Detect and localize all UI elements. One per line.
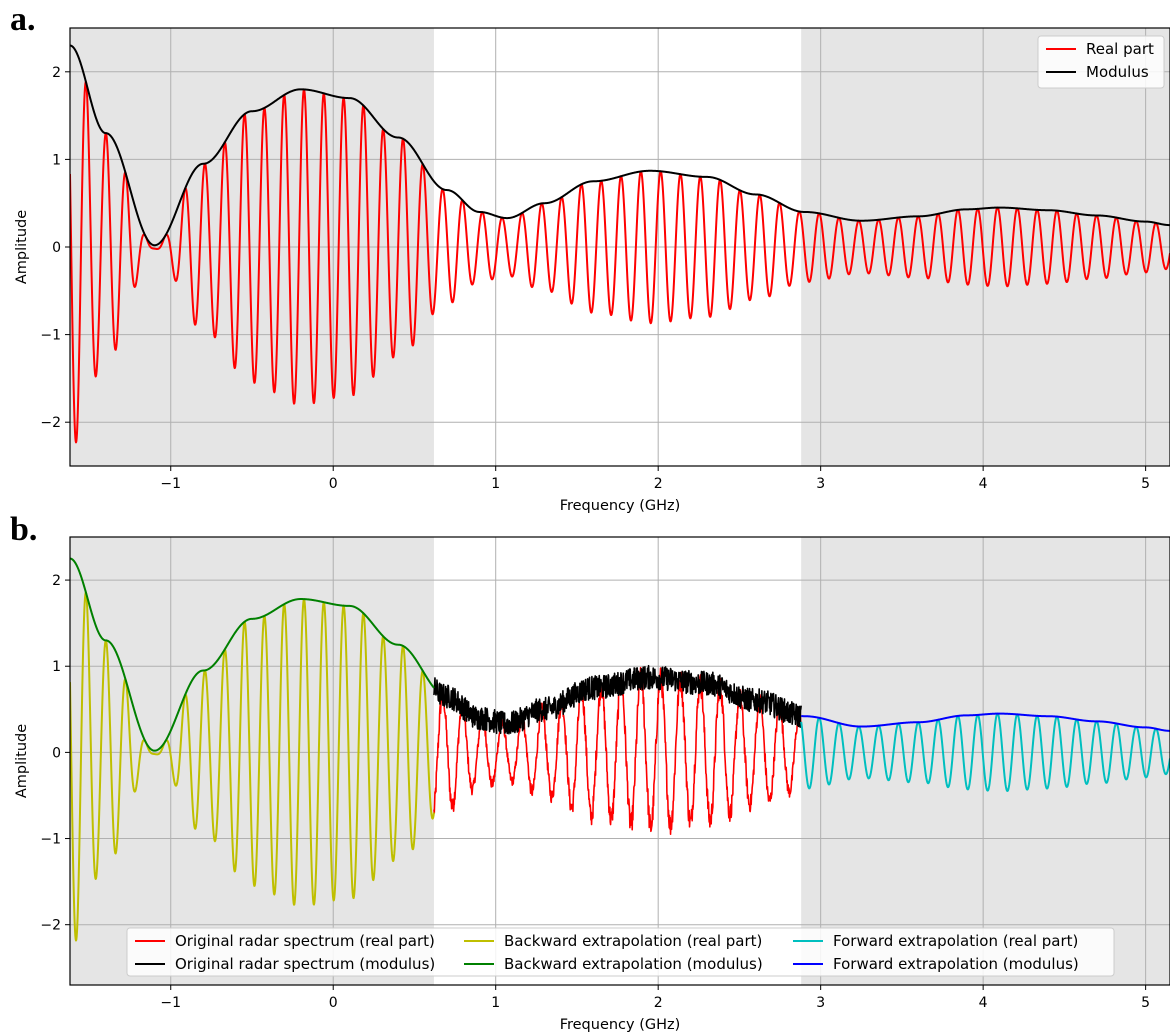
x-axis-label: Frequency (GHz)	[560, 498, 681, 514]
y-tick-label: 0	[52, 240, 61, 256]
series-line	[70, 557, 435, 752]
x-tick-label: 3	[816, 995, 825, 1011]
legend-entry: Real part	[1086, 40, 1154, 58]
x-tick-label: 1	[491, 476, 500, 492]
series-line	[70, 44, 1170, 247]
shaded-region	[70, 537, 434, 985]
y-axis-label: Amplitude	[14, 724, 30, 798]
y-tick-label: −1	[40, 832, 61, 848]
series-line	[70, 80, 1170, 444]
legend-entry: Backward extrapolation (real part)	[504, 932, 762, 950]
series-line	[800, 712, 1170, 732]
legend: Original radar spectrum (real part) Origi…	[126, 927, 1115, 977]
y-axis-label: Amplitude	[14, 210, 30, 284]
x-tick-label: 4	[979, 995, 988, 1011]
series-lines	[70, 557, 1170, 942]
legend: Real part Modulus	[1037, 35, 1165, 89]
legend-entry: Forward extrapolation (real part)	[833, 932, 1078, 950]
y-tick-label: 0	[52, 745, 61, 761]
x-tick-label: 2	[654, 476, 663, 492]
x-tick-label: 5	[1141, 995, 1150, 1011]
x-tick-label: −1	[160, 995, 181, 1011]
panel-b: −1 0 1 2 3 4 5 −2 −1 0 1 2 Frequency (GHz) Amplitude b…	[10, 511, 1170, 1033]
legend-box	[126, 927, 1115, 977]
x-axis-label: Frequency (GHz)	[560, 1017, 681, 1033]
shaded-region	[801, 537, 1170, 985]
legend-entry: Original radar spectrum (modulus)	[175, 955, 435, 973]
legend-entry: Forward extrapolation (modulus)	[833, 955, 1079, 973]
series-line	[800, 712, 1170, 792]
series-lines	[70, 44, 1170, 444]
legend-entry: Backward extrapolation (modulus)	[504, 955, 763, 973]
series-line	[433, 664, 802, 735]
x-tick-label: 4	[979, 476, 988, 492]
x-tick-label: 3	[816, 476, 825, 492]
y-tick-label: 2	[52, 573, 61, 589]
x-tick-label: −1	[160, 476, 181, 492]
x-tick-label: 0	[329, 476, 338, 492]
x-tick-label: 2	[654, 995, 663, 1011]
y-tick-label: −1	[40, 328, 61, 344]
panel-label: b.	[10, 511, 37, 548]
legend-entry: Modulus	[1086, 63, 1149, 81]
panel-label: a.	[10, 1, 36, 38]
x-tick-label: 5	[1141, 476, 1150, 492]
y-tick-label: 1	[52, 152, 61, 168]
legend-entry: Original radar spectrum (real part)	[175, 932, 435, 950]
y-tick-label: 1	[52, 659, 61, 675]
x-tick-label: 1	[491, 995, 500, 1011]
series-line	[70, 591, 435, 942]
y-tick-label: −2	[40, 415, 61, 431]
y-tick-label: 2	[52, 65, 61, 81]
panel-a: −1 0 1 2 3 4 5 −2 −1 0 1 2 Frequency (GHz) Amplitude a…	[10, 1, 1170, 514]
y-tick-label: −2	[40, 918, 61, 934]
axes-frame	[69, 536, 1170, 986]
x-tick-label: 0	[329, 995, 338, 1011]
